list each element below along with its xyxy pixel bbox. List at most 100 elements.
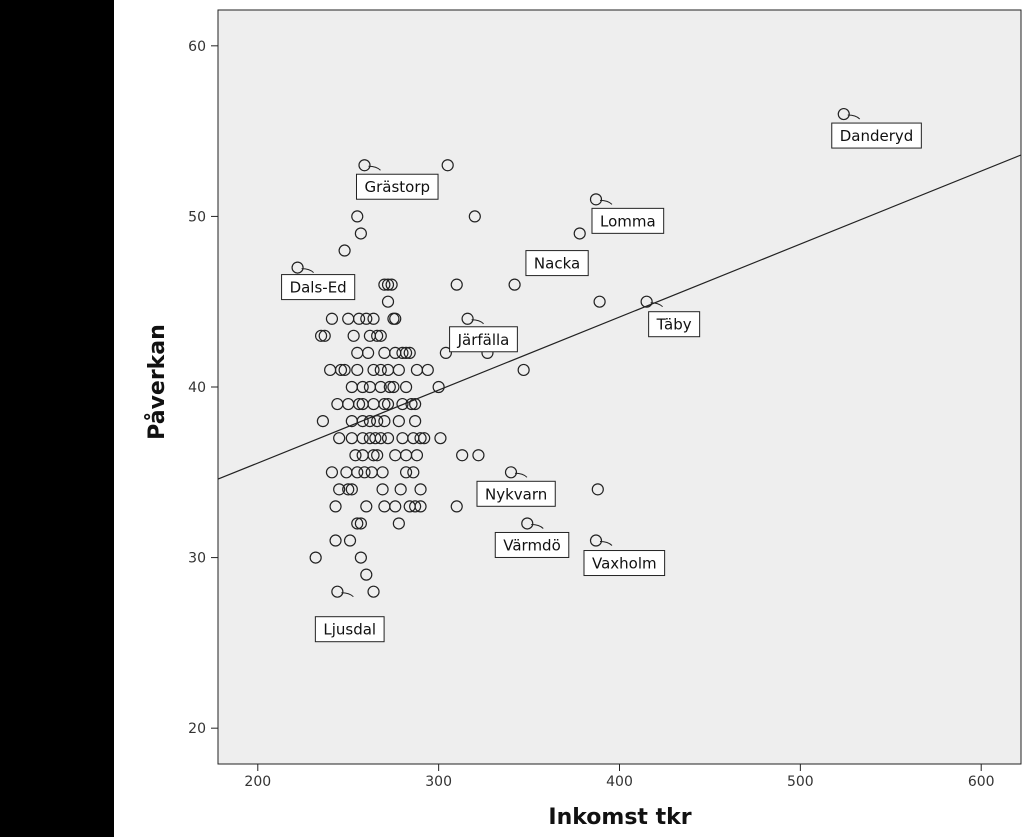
callout-label: Dals-Ed <box>290 279 347 297</box>
data-point <box>309 551 322 564</box>
callout-box <box>525 250 589 277</box>
y-tick-label: 20 <box>188 721 206 737</box>
data-point <box>374 329 387 342</box>
data-point <box>349 449 362 462</box>
data-points <box>291 107 850 598</box>
data-point <box>347 329 360 342</box>
point-callout: Nacka <box>525 250 589 277</box>
data-point <box>381 432 395 445</box>
data-point <box>333 432 346 445</box>
callout-label: Täby <box>656 316 692 334</box>
data-point <box>378 397 391 411</box>
data-point <box>389 312 402 325</box>
x-tick-label: 600 <box>968 774 995 790</box>
data-point <box>291 261 304 274</box>
callout-pointer <box>599 199 613 205</box>
regression-fit-line <box>217 154 1022 480</box>
x-tick-label: 500 <box>787 774 814 790</box>
point-callout: Grästorp <box>355 165 439 200</box>
data-point <box>360 568 373 581</box>
data-point <box>409 500 422 513</box>
data-point <box>378 415 391 428</box>
data-point <box>472 449 485 462</box>
data-point <box>369 432 382 445</box>
callout-label: Värmdö <box>503 536 561 554</box>
callout-pointer <box>531 523 544 529</box>
data-point <box>399 466 413 479</box>
data-point <box>450 500 463 513</box>
data-point <box>371 449 384 462</box>
data-point <box>504 466 518 479</box>
data-point <box>521 517 534 530</box>
y-tick-label: 50 <box>188 209 206 225</box>
x-tick-label: 200 <box>244 774 271 790</box>
data-point <box>409 397 422 411</box>
data-point <box>378 278 391 291</box>
callout-box <box>449 326 518 353</box>
data-point <box>589 534 603 547</box>
callout-pointer <box>847 114 861 120</box>
data-point <box>591 483 604 496</box>
callout-box <box>314 616 385 643</box>
data-point <box>414 432 427 445</box>
data-point <box>399 346 413 359</box>
data-point <box>362 346 375 359</box>
data-point <box>837 107 850 121</box>
data-point <box>381 278 395 291</box>
point-callout: Danderyd <box>831 114 922 149</box>
data-point <box>403 346 416 359</box>
data-point <box>343 534 357 547</box>
data-point <box>331 585 344 598</box>
data-point <box>376 483 389 496</box>
callout-label: Järfälla <box>457 331 510 349</box>
data-point <box>573 227 586 240</box>
data-point <box>381 397 395 411</box>
x-tick-label: 300 <box>425 774 452 790</box>
data-point <box>351 517 364 530</box>
callout-box <box>476 480 556 507</box>
data-point <box>367 312 380 325</box>
callout-box <box>494 531 570 558</box>
data-point <box>450 278 463 291</box>
data-point <box>421 363 434 377</box>
data-point <box>329 534 342 547</box>
callout-box <box>648 311 701 338</box>
callout-box <box>583 550 666 577</box>
callout-pointer <box>341 592 354 598</box>
data-point <box>367 585 380 598</box>
data-point <box>461 312 474 325</box>
point-callout: Täby <box>648 302 701 338</box>
point-callout: Ljusdal <box>314 592 385 643</box>
data-point <box>360 312 373 325</box>
data-point <box>640 295 653 308</box>
data-point <box>333 483 346 496</box>
x-axis-ticks: 200 300 400 500 600 <box>244 764 995 790</box>
data-point <box>316 415 329 428</box>
point-callout: Dals-Ed <box>281 268 356 301</box>
data-point <box>374 432 387 445</box>
y-tick-label: 60 <box>188 39 206 55</box>
data-point <box>356 380 369 394</box>
y-axis-ticks: 20 30 40 50 60 <box>188 39 218 737</box>
data-point <box>329 500 342 513</box>
callout-label: Danderyd <box>840 127 914 145</box>
point-callout: Vaxholm <box>583 541 666 577</box>
data-point <box>367 363 380 377</box>
data-point <box>354 551 367 564</box>
callout-pointer <box>471 319 484 325</box>
data-point <box>363 415 377 428</box>
callout-label: Grästorp <box>364 178 430 196</box>
callout-pointer <box>514 472 528 478</box>
data-point <box>356 415 369 428</box>
data-point <box>394 483 407 496</box>
data-point <box>385 278 398 291</box>
data-point <box>399 380 413 394</box>
data-point <box>352 312 366 325</box>
data-point <box>396 346 409 359</box>
data-point <box>325 466 339 479</box>
callout-box <box>281 274 356 301</box>
data-point <box>439 346 452 359</box>
data-point <box>593 295 606 308</box>
